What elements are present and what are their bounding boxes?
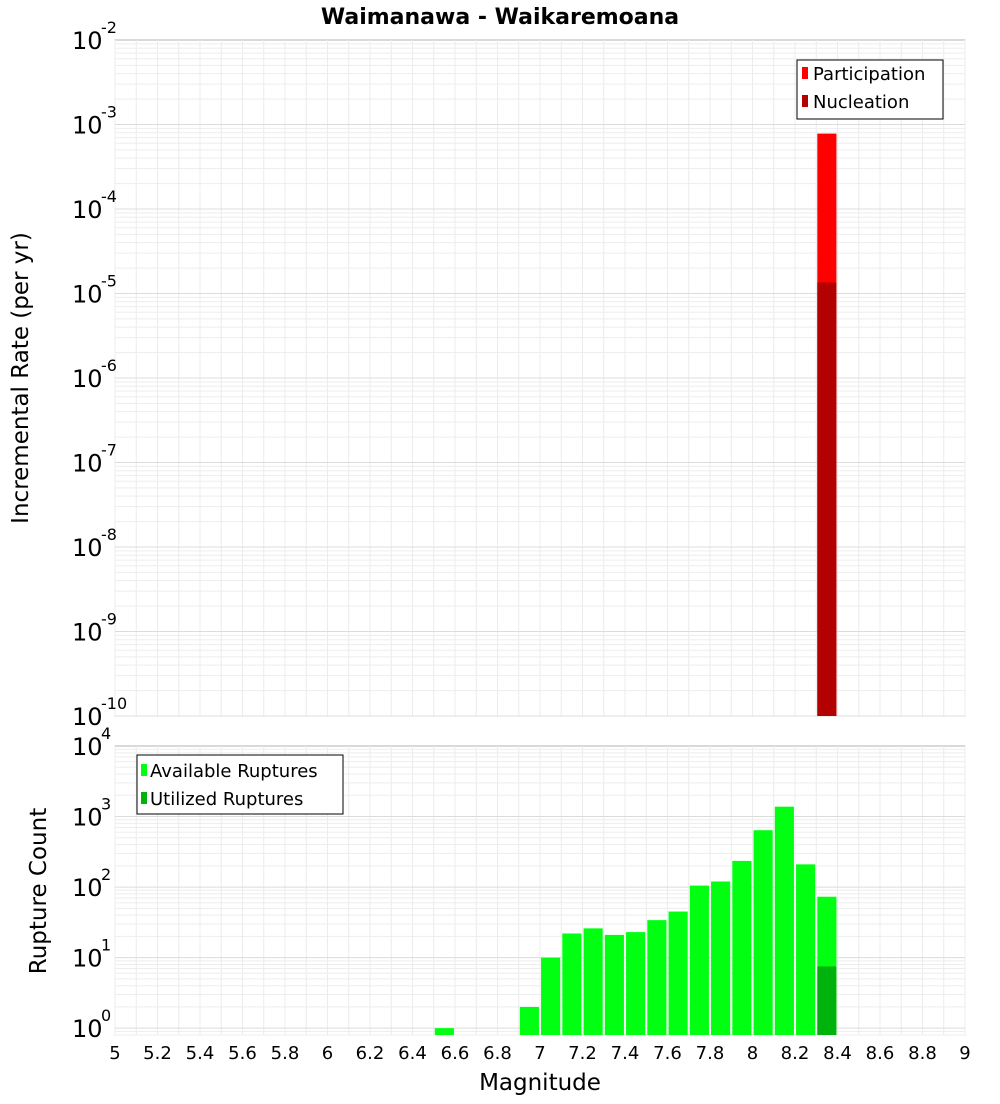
top-y-tick-exponent: -3 [101, 103, 117, 122]
x-tick-label: 8.6 [866, 1043, 895, 1064]
top-y-tick-exponent: -5 [101, 272, 117, 291]
x-tick-label: 5.6 [228, 1043, 257, 1064]
x-tick-label: 7.2 [568, 1043, 597, 1064]
bottom-bar-available-ruptures [604, 934, 624, 1035]
legend-label-nucleation: Nucleation [813, 92, 909, 113]
top-legend-box [796, 59, 944, 120]
x-tick-label: 7.4 [611, 1043, 640, 1064]
bottom-bar-available-ruptures [562, 933, 582, 1035]
x-tick-label: 6.4 [398, 1043, 427, 1064]
x-tick-labels: 5 5.2 5.4 5.6 5.8 6 6.2 6.4 6.6 6.8 7 7.2 7.4 7.6 7.8 8… [109, 1043, 970, 1064]
bottom-bar-available-ruptures [583, 928, 603, 1035]
top-y-tick-exponent: -4 [101, 187, 117, 206]
top-y-tick-exponent: -7 [101, 441, 117, 460]
bottom-y-tick-exponent: 3 [101, 795, 111, 814]
x-tick-label: 5 [109, 1043, 120, 1064]
top-y-tick-label: 10 [72, 703, 103, 731]
top-y-tick-label: 10 [72, 534, 103, 562]
bottom-bar-available-ruptures [434, 1028, 454, 1035]
x-tick-label: 6.8 [483, 1043, 512, 1064]
legend-label-utilized: Utilized Ruptures [150, 789, 303, 810]
x-tick-label: 6.2 [356, 1043, 385, 1064]
top-y-tick-exponent: -10 [101, 694, 127, 713]
top-y-axis-label: Incremental Rate (per yr) [8, 232, 34, 524]
x-tick-label: 6.6 [441, 1043, 470, 1064]
x-tick-label: 7.8 [696, 1043, 725, 1064]
bottom-bar-available-ruptures [626, 932, 646, 1035]
chart-title: Waimanawa - Waikaremoana [321, 5, 679, 30]
top-y-tick-label: 10 [72, 365, 103, 393]
top-y-tick-label: 10 [72, 196, 103, 224]
bottom-y-tick-exponent: 0 [101, 1006, 111, 1025]
top-legend: Participation Nucleation [796, 59, 944, 120]
top-y-tick-exponent: -9 [101, 610, 117, 629]
top-grid [114, 40, 966, 717]
legend-swatch-participation [802, 67, 808, 79]
x-tick-label: 9 [959, 1043, 970, 1064]
bottom-bar-available-ruptures [647, 920, 667, 1035]
bottom-legend: Available Ruptures Utilized Ruptures [136, 754, 344, 815]
bottom-y-tick-exponent: 1 [101, 936, 111, 955]
x-tick-label: 8 [747, 1043, 758, 1064]
bottom-bar-available-ruptures [711, 881, 731, 1035]
legend-swatch-nucleation [802, 95, 808, 107]
top-y-tick-label: 10 [72, 27, 103, 55]
bottom-y-tick-label: 10 [72, 804, 103, 832]
legend-swatch-utilized [141, 792, 147, 804]
x-tick-label: 5.4 [186, 1043, 215, 1064]
top-bars [817, 133, 837, 716]
bottom-legend-box [136, 754, 344, 815]
bottom-y-tick-label: 10 [72, 945, 103, 973]
bottom-bar-available-ruptures [689, 885, 709, 1035]
top-y-tick-exponent: -6 [101, 356, 117, 375]
x-tick-label: 8.2 [781, 1043, 810, 1064]
bottom-bar-available-ruptures [732, 860, 752, 1035]
bottom-bar-available-ruptures [519, 1006, 539, 1035]
top-y-tick-exponent: -8 [101, 525, 117, 544]
x-tick-label: 6 [322, 1043, 333, 1064]
bottom-bar-available-ruptures [796, 864, 816, 1035]
bottom-y-tick-exponent: 4 [101, 724, 111, 743]
legend-label-available: Available Ruptures [150, 761, 318, 782]
bottom-bars [434, 806, 837, 1035]
bottom-bar-utilized-ruptures [817, 966, 837, 1035]
x-tick-label: 5.8 [271, 1043, 300, 1064]
top-y-tick-label: 10 [72, 112, 103, 140]
top-bar-nucleation [817, 282, 837, 716]
x-axis-label: Magnitude [479, 1070, 601, 1096]
bottom-bar-available-ruptures [774, 806, 794, 1035]
bottom-y-axis-label: Rupture Count [26, 808, 52, 974]
bottom-bar-available-ruptures [541, 957, 561, 1035]
legend-label-participation: Participation [813, 64, 925, 85]
bottom-bar-available-ruptures [753, 830, 773, 1035]
x-tick-label: 7.6 [653, 1043, 682, 1064]
bottom-y-tick-label: 10 [72, 733, 103, 761]
bottom-y-tick-label: 10 [72, 1015, 103, 1043]
top-y-tick-label: 10 [72, 450, 103, 478]
top-y-tick-exponent: -2 [101, 18, 117, 37]
bottom-bar-available-ruptures [668, 911, 688, 1035]
x-tick-label: 7 [534, 1043, 545, 1064]
top-y-tick-label: 10 [72, 281, 103, 309]
x-tick-label: 5.2 [143, 1043, 172, 1064]
bottom-y-tick-exponent: 2 [101, 865, 111, 884]
x-tick-label: 8.8 [908, 1043, 937, 1064]
top-y-tick-label: 10 [72, 619, 103, 647]
bottom-y-tick-label: 10 [72, 874, 103, 902]
x-tick-label: 8.4 [823, 1043, 852, 1064]
legend-swatch-available [141, 764, 147, 776]
